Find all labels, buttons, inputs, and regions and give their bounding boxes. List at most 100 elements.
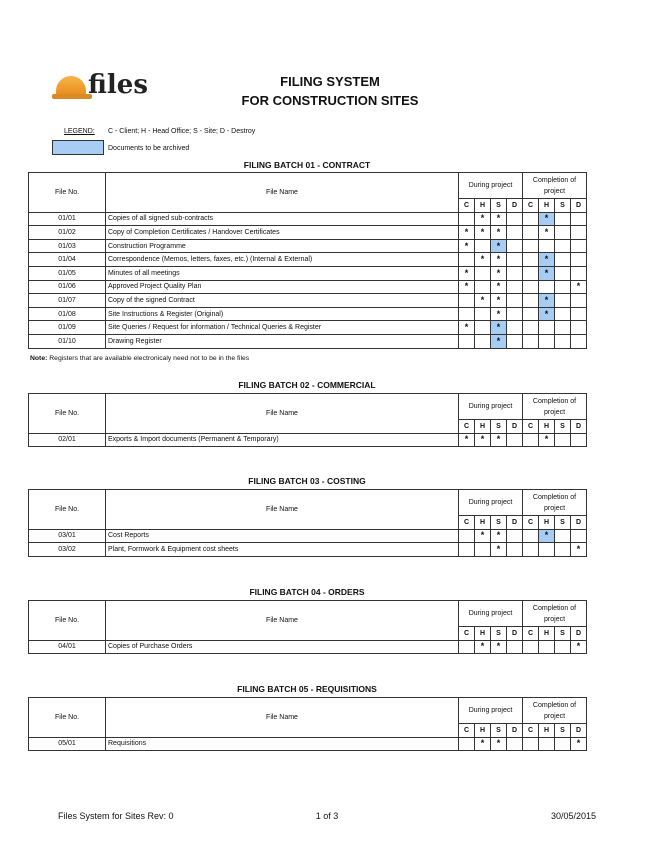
mark-cell: [522, 736, 540, 752]
mark-cell: [458, 528, 475, 544]
file-number: 04/01: [28, 639, 106, 655]
mark-cell: *: [490, 293, 507, 308]
mark-cell: [570, 238, 588, 254]
mark-cell: [522, 265, 540, 281]
mark-cell: [458, 252, 475, 267]
mark-cell: [554, 279, 572, 295]
note-text: Registers that are available electronica…: [47, 355, 250, 362]
mark-cell: [522, 320, 540, 335]
file-number: 01/05: [28, 265, 106, 281]
archived-mark-cell: *: [490, 238, 507, 254]
mark-cell: [554, 333, 572, 349]
header-col-c: C: [458, 198, 475, 213]
header-col-h: H: [474, 626, 491, 641]
mark-cell: *: [570, 542, 588, 557]
mark-cell: [554, 542, 572, 557]
header-during-project: During project: [457, 600, 524, 627]
header-during-project: During project: [457, 393, 524, 420]
mark-cell: [554, 293, 572, 308]
header-col-d: D: [570, 723, 588, 738]
header-file-no: File No.: [28, 393, 106, 434]
mark-cell: [505, 333, 524, 349]
table-row: 03/02 Plant, Formwork & Equipment cost sh…: [28, 542, 588, 557]
header-col-s: S: [490, 723, 507, 738]
header-file-no: File No.: [28, 172, 106, 213]
header-col-h: H: [474, 419, 491, 434]
mark-cell: [474, 279, 491, 295]
header-col-h: H: [538, 198, 556, 213]
header-col-h: H: [538, 626, 556, 641]
header-col-s: S: [490, 419, 507, 434]
header-col-h: H: [538, 723, 556, 738]
mark-cell: [538, 639, 556, 655]
mark-cell: [522, 432, 540, 448]
file-number: 01/10: [28, 333, 106, 349]
header-col-s: S: [554, 626, 572, 641]
mark-cell: *: [490, 736, 507, 752]
mark-cell: *: [490, 211, 507, 227]
archive-color-swatch: [52, 140, 104, 155]
header-completion: Completion of project: [522, 489, 588, 516]
file-number: 01/03: [28, 238, 106, 254]
mark-cell: [474, 306, 491, 322]
mark-cell: [570, 333, 588, 349]
mark-cell: *: [458, 238, 475, 254]
mark-cell: [522, 306, 540, 322]
archived-mark-cell: *: [538, 211, 556, 227]
table-row: 01/09 Site Queries / Request for informat…: [28, 320, 588, 335]
header-col-d: D: [570, 515, 588, 530]
mark-cell: [474, 238, 491, 254]
mark-cell: [522, 528, 540, 544]
header-col-c: C: [522, 723, 540, 738]
mark-cell: [458, 542, 475, 557]
header-col-c: C: [458, 515, 475, 530]
mark-cell: [458, 639, 475, 655]
header-col-h: H: [474, 515, 491, 530]
footer-revision: Files System for Sites Rev: 0: [58, 811, 174, 821]
mark-cell: [522, 211, 540, 227]
mark-cell: [570, 432, 588, 448]
mark-cell: [554, 432, 572, 448]
file-number: 05/01: [28, 736, 106, 752]
mark-cell: *: [474, 211, 491, 227]
header-col-c: C: [522, 198, 540, 213]
mark-cell: *: [490, 265, 507, 281]
archived-mark-cell: *: [538, 265, 556, 281]
mark-cell: [474, 265, 491, 281]
mark-cell: [570, 225, 588, 240]
batch-title: FILING BATCH 05 - REQUISITIONS: [237, 684, 377, 694]
header-file-name: File Name: [105, 172, 459, 213]
table-row: 03/01 Cost Reports * * *: [28, 528, 588, 544]
mark-cell: [554, 252, 572, 267]
file-number: 01/04: [28, 252, 106, 267]
header-completion: Completion of project: [522, 172, 588, 199]
mark-cell: [505, 306, 524, 322]
mark-cell: [570, 306, 588, 322]
mark-cell: *: [458, 279, 475, 295]
mark-cell: *: [570, 639, 588, 655]
mark-cell: [458, 736, 475, 752]
file-name: Copy of the signed Contract: [105, 293, 459, 308]
mark-cell: *: [490, 225, 507, 240]
mark-cell: [474, 333, 491, 349]
file-name: Copies of all signed sub-contracts: [105, 211, 459, 227]
header-completion: Completion of project: [522, 393, 588, 420]
mark-cell: [522, 542, 540, 557]
mark-cell: [538, 333, 556, 349]
header-file-name: File Name: [105, 600, 459, 641]
file-name: Correspondence (Memos, letters, faxes, e…: [105, 252, 459, 267]
file-number: 01/08: [28, 306, 106, 322]
mark-cell: [570, 293, 588, 308]
hard-hat-brim: [52, 94, 92, 99]
header-col-s: S: [554, 419, 572, 434]
table-row: 01/04 Correspondence (Memos, letters, fax…: [28, 252, 588, 267]
mark-cell: [554, 238, 572, 254]
file-name: Copies of Purchase Orders: [105, 639, 459, 655]
mark-cell: [505, 736, 524, 752]
mark-cell: [554, 639, 572, 655]
header-completion: Completion of project: [522, 697, 588, 724]
mark-cell: [538, 279, 556, 295]
table-row: 01/03 Construction Programme * *: [28, 238, 588, 254]
mark-cell: [505, 432, 524, 448]
